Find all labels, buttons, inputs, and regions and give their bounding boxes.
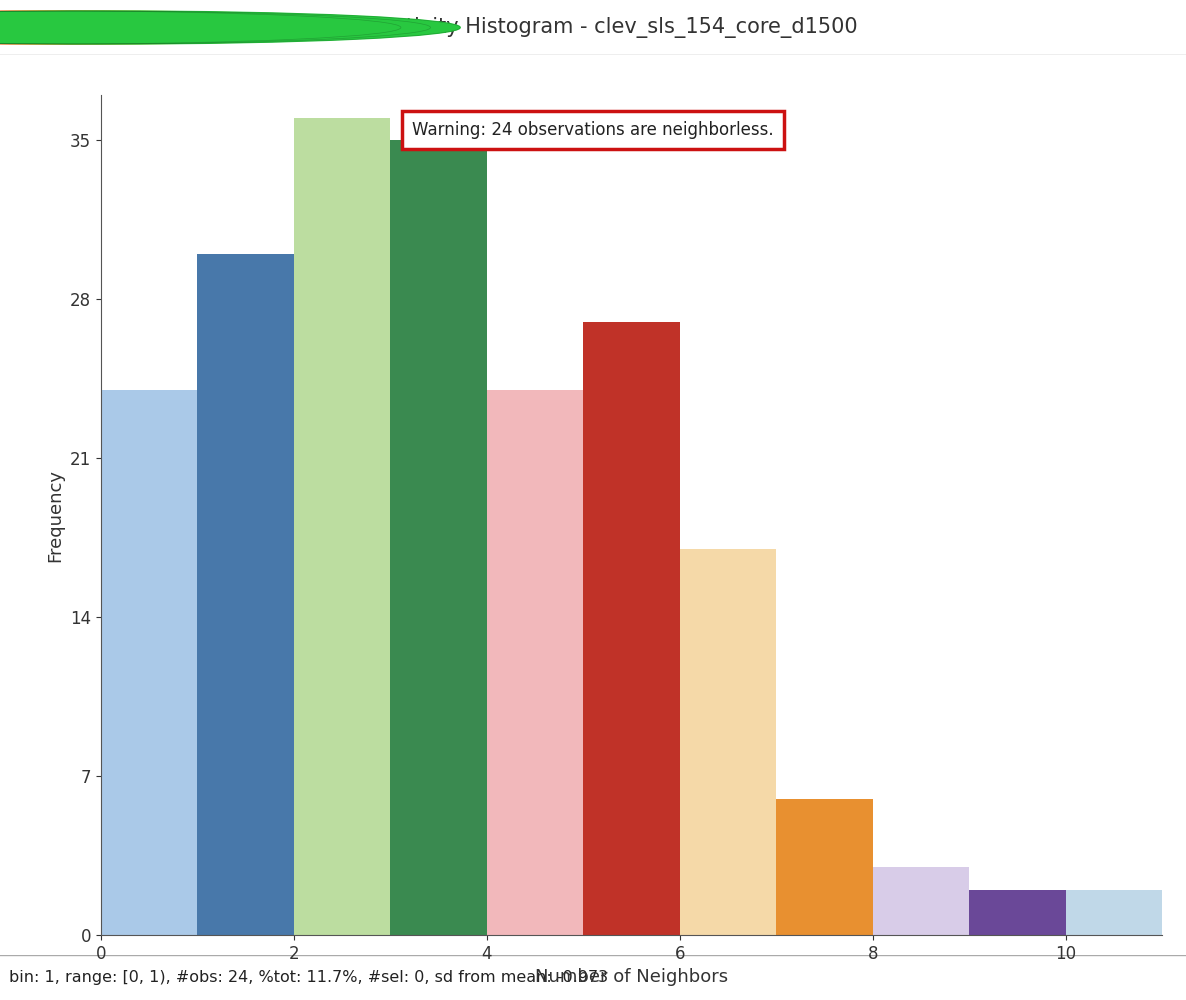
Bar [969,890,1066,935]
Text: Connectivity Histogram - clev_sls_154_core_d1500: Connectivity Histogram - clev_sls_154_co… [329,17,857,38]
Y-axis label: Frequency: Frequency [46,469,64,562]
Bar [584,322,680,935]
X-axis label: Number of Neighbors: Number of Neighbors [535,968,728,986]
Text: Warning: 24 observations are neighborless.: Warning: 24 observations are neighborles… [413,121,773,139]
Circle shape [0,11,431,44]
Bar [1066,890,1162,935]
Circle shape [0,11,460,44]
Text: bin: 1, range: [0, 1), #obs: 24, %tot: 11.7%, #sel: 0, sd from mean: -0.973: bin: 1, range: [0, 1), #obs: 24, %tot: 1… [9,970,608,985]
Bar [101,390,197,935]
Bar [486,390,584,935]
Bar [873,867,969,935]
Bar [197,254,294,935]
Bar [390,140,486,935]
Bar [777,799,873,935]
Bar [680,549,777,935]
Bar [294,118,390,935]
Circle shape [0,11,401,44]
